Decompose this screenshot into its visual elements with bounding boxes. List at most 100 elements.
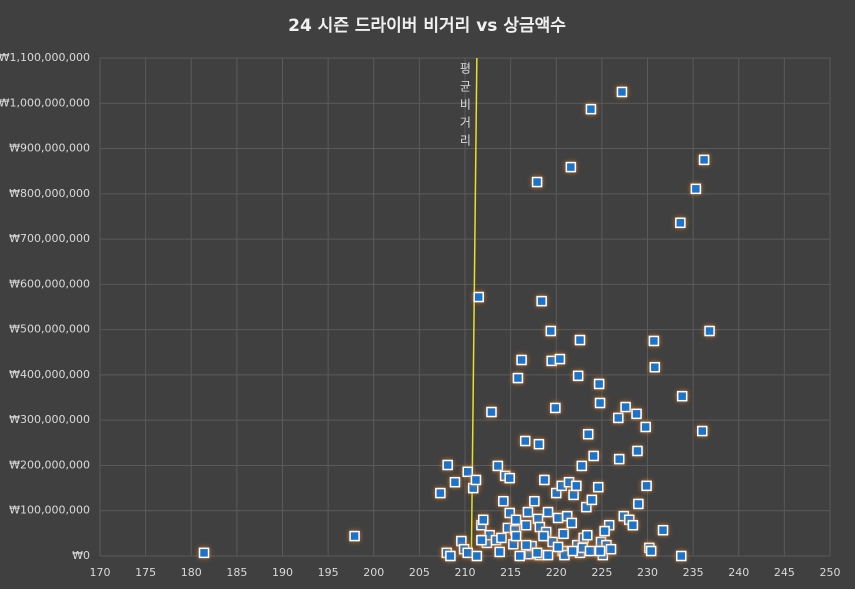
scatter-point bbox=[514, 550, 525, 562]
scatter-point bbox=[449, 476, 461, 488]
y-tick-label: ₩700,000,000 bbox=[9, 232, 90, 245]
scatter-point bbox=[538, 530, 549, 542]
scatter-point bbox=[697, 425, 708, 437]
scatter-point bbox=[632, 445, 643, 457]
scatter-point bbox=[588, 450, 599, 462]
scatter-point bbox=[648, 335, 660, 347]
scatter-point bbox=[520, 519, 532, 531]
scatter-point bbox=[552, 541, 564, 553]
scatter-point bbox=[545, 325, 557, 337]
x-tick-label: 230 bbox=[637, 566, 658, 579]
scatter-point bbox=[676, 390, 688, 402]
scatter-point bbox=[565, 161, 577, 173]
scatter-point bbox=[533, 438, 545, 450]
x-tick-label: 175 bbox=[135, 566, 156, 579]
x-tick-label: 250 bbox=[820, 566, 841, 579]
y-tick-label: ₩100,000,000 bbox=[9, 504, 90, 517]
y-tick-label: ₩600,000,000 bbox=[9, 277, 90, 290]
scatter-point bbox=[585, 103, 597, 115]
scatter-point bbox=[476, 534, 487, 546]
chart-title: 24 시즌 드라이버 비거리 vs 상금액수 bbox=[288, 16, 566, 36]
x-tick-label: 180 bbox=[181, 566, 202, 579]
scatter-point bbox=[496, 532, 507, 544]
scatter-point bbox=[478, 514, 489, 526]
scatter-point bbox=[566, 517, 578, 529]
scatter-point bbox=[582, 529, 593, 541]
scatter-point bbox=[486, 406, 497, 418]
scatter-point bbox=[613, 412, 624, 424]
scatter-point bbox=[568, 489, 579, 501]
x-tick-label: 185 bbox=[226, 566, 247, 579]
scatter-point bbox=[586, 494, 598, 506]
scatter-point bbox=[613, 453, 625, 465]
scatter-point bbox=[592, 481, 604, 493]
scatter-point bbox=[581, 501, 592, 513]
scatter-point bbox=[471, 550, 483, 562]
x-tick-label: 210 bbox=[455, 566, 476, 579]
y-tick-label: ₩900,000,000 bbox=[9, 142, 90, 155]
scatter-point bbox=[494, 546, 505, 558]
scatter-point bbox=[657, 524, 669, 536]
scatter-point bbox=[641, 480, 652, 492]
scatter-point bbox=[512, 372, 524, 384]
scatter-point bbox=[593, 378, 605, 390]
x-tick-label: 190 bbox=[272, 566, 293, 579]
scatter-point bbox=[550, 402, 561, 414]
x-tick-label: 220 bbox=[546, 566, 567, 579]
scatter-point bbox=[645, 545, 657, 557]
x-tick-label: 200 bbox=[363, 566, 384, 579]
scatter-point bbox=[567, 545, 578, 557]
scatter-point bbox=[349, 530, 360, 542]
scatter-point bbox=[539, 474, 550, 486]
scatter-point bbox=[690, 183, 702, 195]
scatter-point bbox=[442, 459, 453, 471]
scatter-point bbox=[574, 334, 586, 346]
scatter-point bbox=[675, 217, 686, 229]
x-tick-label: 240 bbox=[728, 566, 749, 579]
y-tick-label: ₩800,000,000 bbox=[9, 187, 90, 200]
scatter-point bbox=[473, 291, 484, 303]
scatter-point bbox=[582, 428, 594, 440]
scatter-point bbox=[542, 506, 554, 518]
scatter-point bbox=[558, 528, 569, 540]
y-tick-label: ₩1,100,000,000 bbox=[0, 51, 90, 64]
scatter-point bbox=[529, 495, 540, 507]
scatter-point bbox=[520, 539, 532, 551]
scatter-point bbox=[519, 435, 531, 447]
scatter-point bbox=[462, 466, 473, 478]
scatter-point bbox=[676, 550, 687, 562]
scatter-point bbox=[698, 154, 710, 166]
average-label: 평균비거리 bbox=[458, 62, 472, 152]
scatter-point bbox=[510, 514, 522, 526]
scatter-point bbox=[510, 530, 522, 542]
scatter-point bbox=[572, 370, 584, 382]
scatter-point bbox=[594, 545, 606, 557]
scatter-point bbox=[552, 512, 564, 524]
scatter-point bbox=[551, 487, 562, 499]
scatter-point bbox=[522, 506, 534, 518]
scatter-point bbox=[631, 408, 642, 420]
y-tick-label: ₩300,000,000 bbox=[9, 413, 90, 426]
scatter-point bbox=[616, 86, 628, 98]
scatter-point bbox=[584, 545, 596, 557]
scatter-point bbox=[605, 543, 617, 555]
x-tick-label: 225 bbox=[591, 566, 612, 579]
scatter-point bbox=[504, 472, 515, 484]
scatter-point bbox=[470, 474, 482, 486]
scatter-point bbox=[704, 325, 715, 337]
scatter-point bbox=[554, 353, 566, 365]
x-tick-label: 195 bbox=[318, 566, 339, 579]
scatter-point bbox=[620, 401, 631, 413]
scatter-point bbox=[571, 480, 582, 492]
scatter-point bbox=[531, 547, 543, 559]
x-tick-label: 215 bbox=[500, 566, 521, 579]
scatter-point bbox=[599, 525, 610, 537]
scatter-point bbox=[536, 295, 547, 307]
scatter-point bbox=[492, 460, 504, 472]
scatter-point bbox=[198, 547, 210, 559]
scatter-point bbox=[531, 176, 543, 188]
scatter-point bbox=[498, 495, 509, 507]
y-tick-label: ₩200,000,000 bbox=[9, 458, 90, 471]
